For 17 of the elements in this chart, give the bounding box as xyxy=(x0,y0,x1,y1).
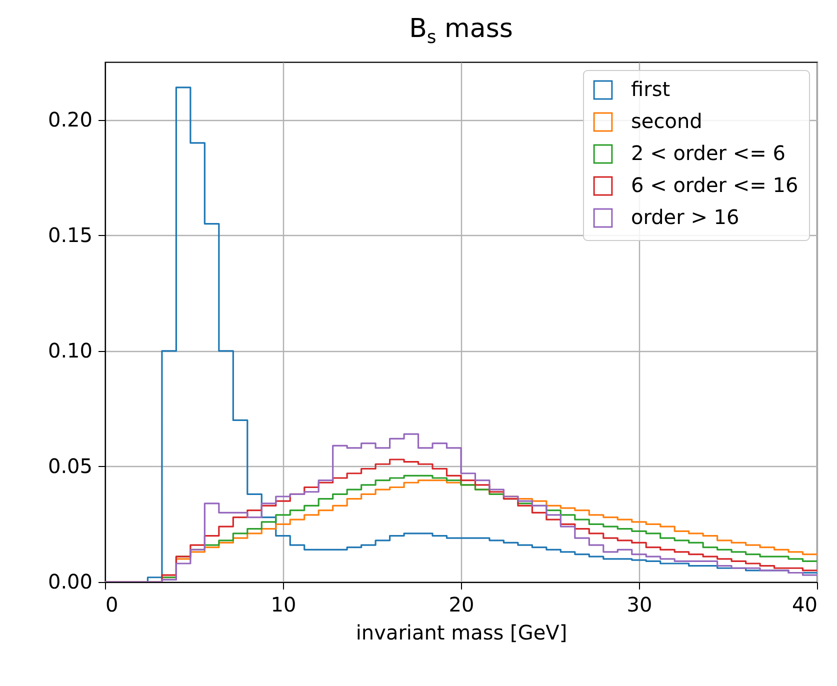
legend-label: first xyxy=(631,77,670,101)
x-tick-label: 0 xyxy=(106,592,118,616)
y-tick-label: 0.20 xyxy=(48,107,92,132)
y-tick-label: 0.15 xyxy=(48,222,92,247)
x-tick-label: 20 xyxy=(448,592,474,616)
legend-label: second xyxy=(631,109,702,133)
chart-title: B$_{s}$ mass xyxy=(408,14,514,49)
x-tick-label: 30 xyxy=(626,592,652,616)
x-tick-label: 40 xyxy=(792,592,818,616)
legend-label: 6 < order <= 16 xyxy=(631,173,798,197)
legend-label: order > 16 xyxy=(631,205,740,229)
y-tick-label: 0.05 xyxy=(48,454,92,478)
legend-label: 2 < order <= 6 xyxy=(631,141,786,165)
x-tick-label: 10 xyxy=(270,592,296,616)
x-axis-title: invariant mass [GeV] xyxy=(356,620,568,644)
y-tick-label: 0.10 xyxy=(48,338,92,362)
y-tick-label: 0.00 xyxy=(48,570,92,594)
